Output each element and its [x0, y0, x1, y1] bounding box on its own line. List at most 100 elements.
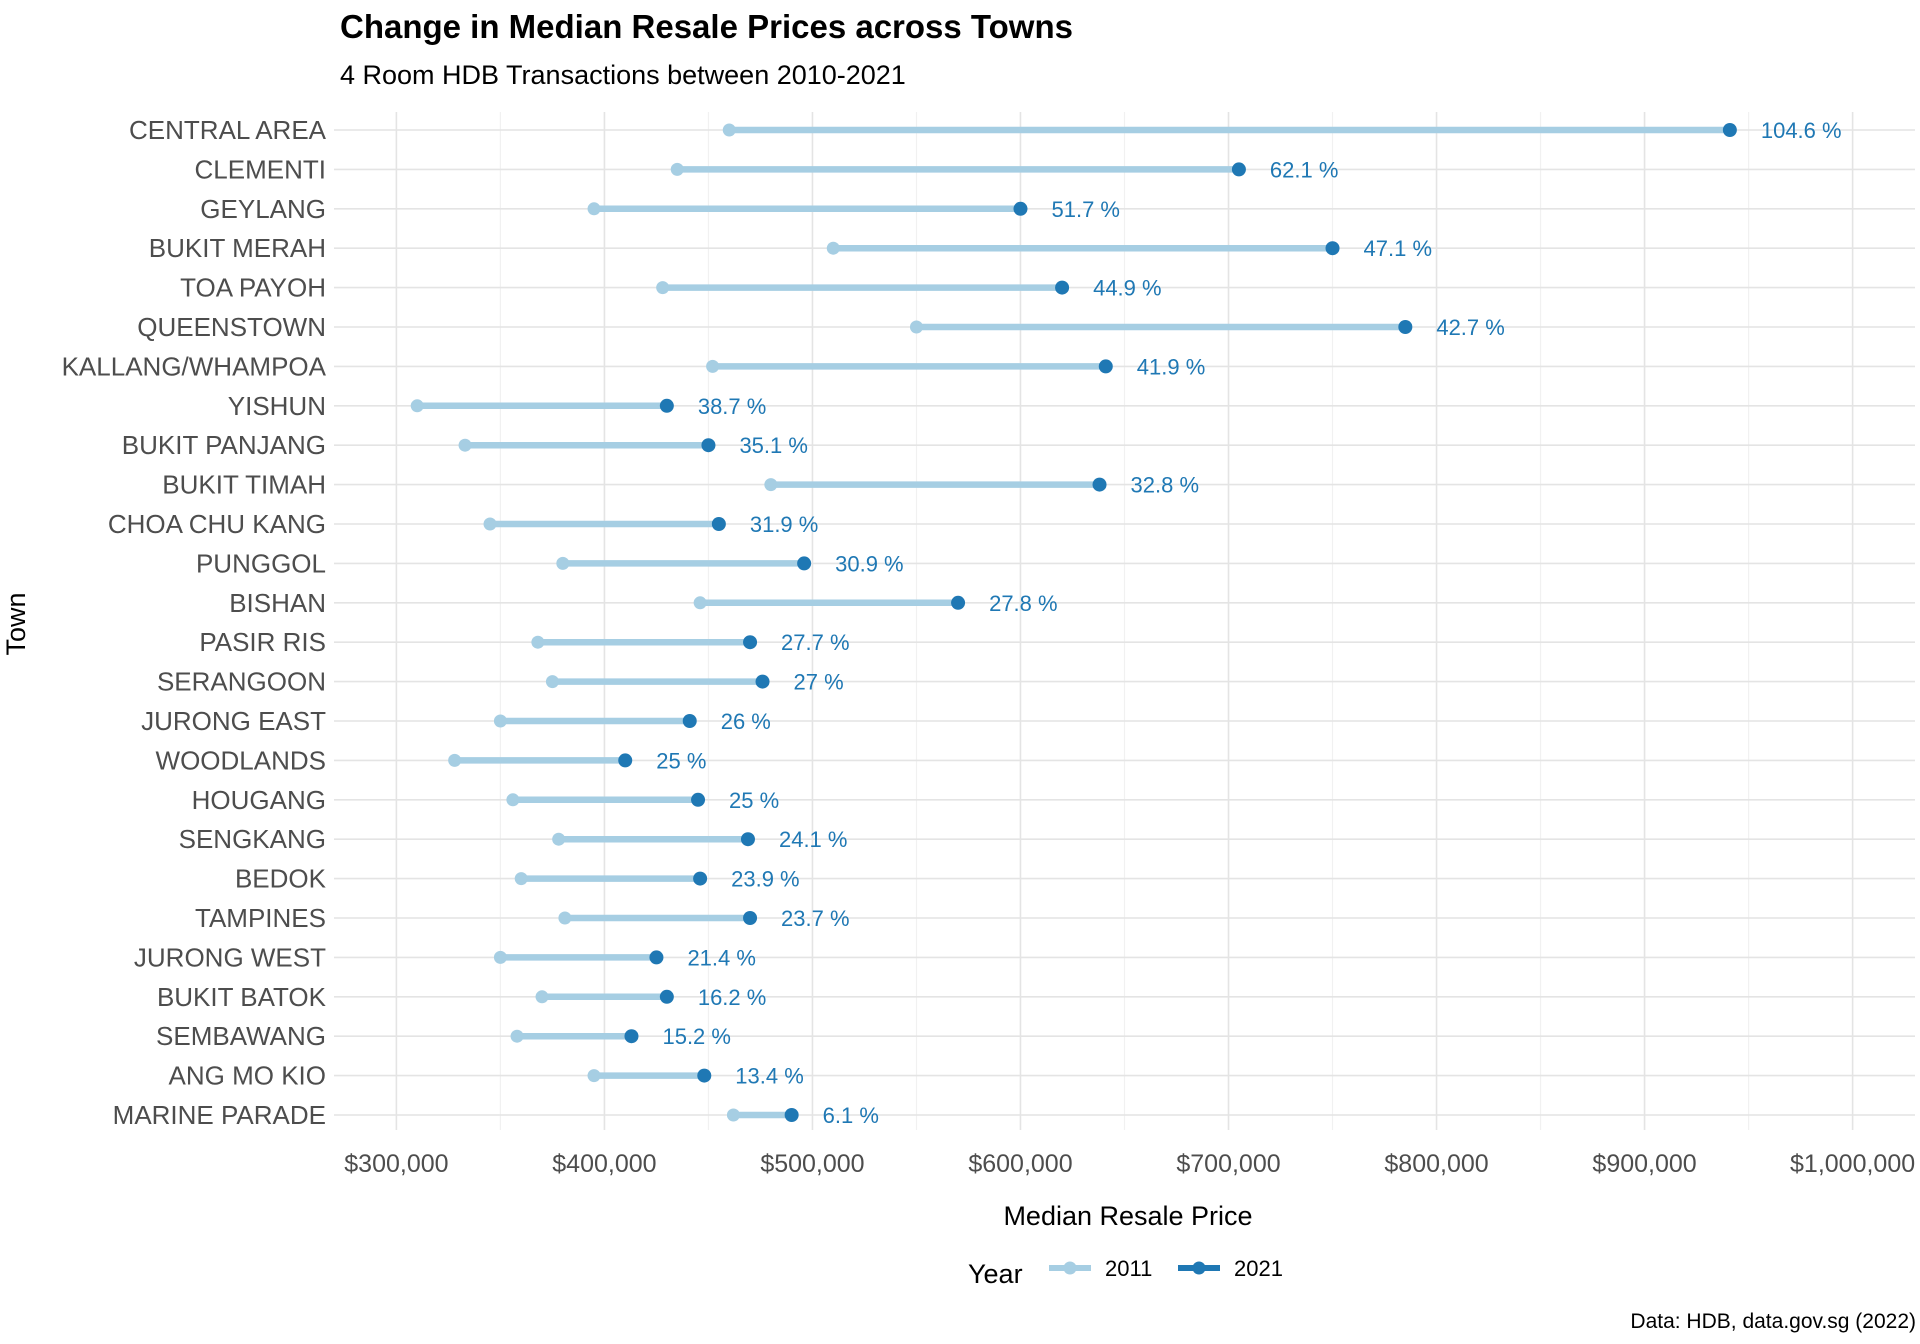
point-2011	[764, 478, 778, 492]
point-2021	[755, 674, 770, 689]
y-tick-label: CHOA CHU KANG	[108, 509, 326, 539]
point-2021	[743, 635, 758, 650]
legend-title: Year	[968, 1259, 1023, 1289]
y-tick-label: SERANGOON	[157, 667, 326, 697]
point-2011	[558, 911, 572, 925]
point-2011	[531, 635, 545, 649]
x-axis-title: Median Resale Price	[1003, 1201, 1252, 1231]
x-tick-label: $1,000,000	[1790, 1150, 1915, 1178]
point-2021	[701, 438, 716, 453]
percent-label: 35.1 %	[739, 433, 808, 458]
point-2011	[656, 281, 670, 295]
percent-label: 47.1 %	[1364, 236, 1433, 261]
y-tick-label: BUKIT BATOK	[157, 982, 327, 1012]
point-2021	[659, 398, 674, 413]
point-2011	[722, 123, 736, 137]
point-2021	[649, 950, 664, 965]
point-2021	[797, 556, 812, 571]
x-axis-ticks: $300,000 $400,000 $500,000 $600,000 $700,000…	[344, 1150, 1915, 1178]
point-2011	[552, 832, 566, 846]
point-2011	[909, 320, 923, 334]
percent-label: 32.8 %	[1131, 473, 1200, 498]
y-tick-label: BUKIT MERAH	[149, 233, 326, 263]
percent-label: 30.9 %	[835, 551, 904, 576]
point-2011	[826, 241, 840, 255]
y-axis-ticks: CENTRAL AREA CLEMENTI GEYLANG BUKIT MERAH TO…	[62, 115, 327, 1130]
y-tick-label: TOA PAYOH	[180, 273, 326, 303]
point-2021	[659, 989, 674, 1004]
legend-label-2011: 2011	[1105, 1256, 1152, 1281]
point-2011	[545, 675, 559, 689]
percent-label: 15.2 %	[662, 1024, 731, 1049]
percent-label: 25 %	[729, 788, 779, 813]
point-2011	[448, 753, 462, 767]
y-tick-label: BUKIT TIMAH	[162, 470, 326, 500]
percent-label: 23.9 %	[731, 867, 800, 892]
caption: Data: HDB, data.gov.sg (2022)	[1630, 1310, 1916, 1333]
y-tick-label: CLEMENTI	[195, 154, 326, 184]
point-2021	[624, 1029, 639, 1044]
percent-label: 27.8 %	[989, 591, 1057, 616]
x-tick-label: $400,000	[552, 1150, 656, 1178]
percent-label: 51.7 %	[1051, 197, 1120, 222]
y-tick-label: BEDOK	[235, 864, 327, 894]
percent-label: 62.1 %	[1270, 157, 1339, 182]
y-tick-label: QUEENSTOWN	[137, 312, 326, 342]
percent-label: 24.1 %	[779, 827, 848, 852]
point-2021	[682, 714, 697, 728]
point-2011	[493, 714, 507, 728]
y-tick-label: MARINE PARADE	[113, 1100, 326, 1130]
dumbbell-marks	[410, 123, 1737, 1122]
y-tick-label: PUNGGOL	[196, 548, 326, 578]
point-2011	[510, 1029, 524, 1043]
y-tick-label: TAMPINES	[195, 903, 326, 933]
point-2021	[1055, 280, 1070, 295]
chart-subtitle: 4 Room HDB Transactions between 2010-202…	[340, 60, 906, 90]
point-2021	[711, 517, 726, 531]
legend-key-2011	[1049, 1261, 1091, 1275]
point-2021	[743, 911, 758, 925]
y-tick-label: JURONG WEST	[134, 942, 326, 972]
point-2011	[556, 556, 570, 570]
point-2011	[514, 872, 528, 886]
legend-key-point	[1192, 1261, 1206, 1275]
point-2011	[493, 950, 507, 964]
point-2021	[1013, 201, 1028, 216]
percent-label: 25 %	[656, 748, 706, 773]
point-2021	[951, 595, 966, 610]
point-2011	[587, 1069, 601, 1083]
percent-label: 26 %	[721, 709, 771, 734]
point-2021	[740, 832, 755, 847]
percent-label: 31.9 %	[750, 512, 819, 537]
grid-layer	[334, 112, 1915, 1130]
legend-label-2021: 2021	[1234, 1256, 1283, 1281]
point-2011	[506, 793, 520, 807]
point-2011	[410, 399, 424, 413]
point-2011	[587, 202, 601, 216]
chart-title: Change in Median Resale Prices across To…	[340, 8, 1073, 45]
point-2021	[691, 792, 706, 807]
point-2021	[1098, 359, 1113, 374]
y-tick-label: JURONG EAST	[141, 706, 326, 736]
y-tick-label: YISHUN	[228, 391, 326, 421]
percent-label: 42.7 %	[1436, 315, 1505, 340]
percent-label: 38.7 %	[698, 394, 767, 419]
point-2021	[1722, 123, 1737, 137]
legend: Year 2011 2021	[968, 1256, 1283, 1289]
percent-label: 23.7 %	[781, 906, 850, 931]
y-tick-label: ANG MO KIO	[169, 1061, 326, 1091]
percent-label: 13.4 %	[735, 1064, 804, 1089]
y-tick-label: BISHAN	[229, 588, 326, 618]
percent-label: 21.4 %	[687, 945, 756, 970]
point-2021	[1092, 477, 1107, 492]
y-tick-label: KALLANG/WHAMPOA	[62, 351, 327, 381]
point-2011	[535, 990, 549, 1004]
y-tick-label: SEMBAWANG	[156, 1021, 326, 1051]
point-2021	[697, 1068, 712, 1083]
point-2021	[1231, 162, 1246, 177]
point-2011	[670, 162, 684, 176]
percent-label: 27 %	[794, 670, 844, 695]
y-tick-label: WOODLANDS	[156, 745, 326, 775]
percent-label: 27.7 %	[781, 630, 850, 655]
x-tick-label: $500,000	[760, 1150, 864, 1178]
